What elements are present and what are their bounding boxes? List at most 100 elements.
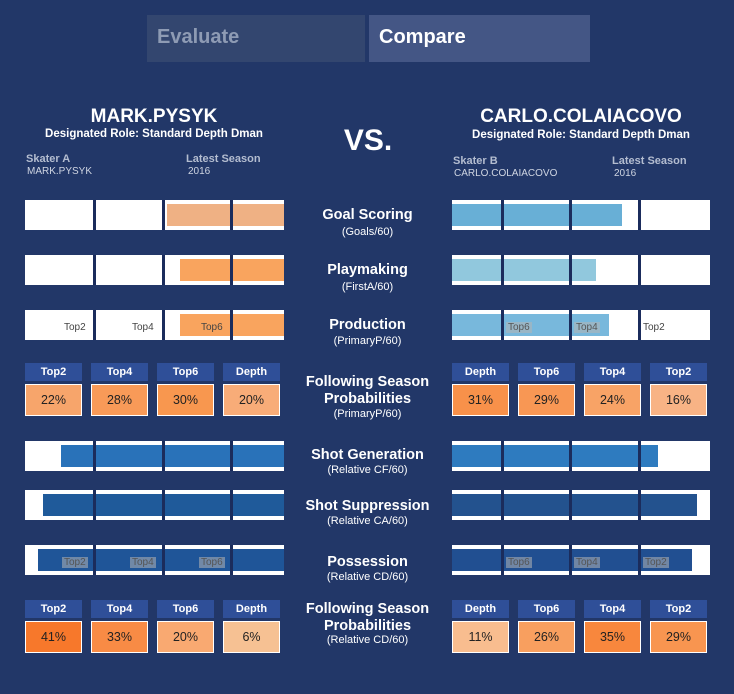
tab-compare[interactable]: Compare	[369, 15, 590, 62]
metric-goal-scoring-sub: (Goals/60)	[341, 226, 394, 238]
tier-divider	[93, 255, 96, 285]
player-a-prob-header: Top4	[91, 600, 148, 618]
season-b-label: Latest Season	[612, 155, 687, 167]
tier-divider	[569, 200, 572, 230]
tier-divider	[162, 200, 165, 230]
player-b-prob-value: 26%	[518, 621, 575, 653]
player-a-prob-value: 41%	[25, 621, 82, 653]
player-a-name: MARK.PYSYK	[90, 106, 218, 127]
player-b-prob-header: Top4	[584, 600, 641, 618]
tier-divider	[162, 310, 165, 340]
player-b-name: CARLO.COLAIACOVO	[480, 106, 682, 127]
metric-shot-generation-sub: (Relative CF/60)	[327, 464, 408, 476]
tier-divider	[230, 441, 233, 471]
skater-b-label: Skater B	[453, 155, 498, 167]
player-a-possession-bar: Top2 Top4 Top6	[25, 545, 284, 575]
player-b-playmaking-bar	[452, 255, 710, 285]
tier-label-top2: Top2	[643, 557, 669, 568]
player-b-prob-header: Top2	[650, 600, 707, 618]
skater-a-label: Skater A	[26, 153, 71, 165]
metric-production-sub: (PrimaryP/60)	[333, 335, 402, 347]
tier-divider	[162, 545, 165, 575]
player-b-prob-value: 24%	[584, 384, 641, 416]
tier-label-top4: Top4	[130, 557, 156, 568]
metric-prob1-title-line1: Following Season	[305, 374, 430, 390]
season-a-value: 2016	[188, 166, 211, 177]
metric-prob2-title-line2: Probabilities	[323, 618, 412, 634]
tier-divider	[638, 200, 641, 230]
tier-divider	[501, 441, 504, 471]
tier-label-top6: Top6	[199, 557, 225, 568]
tier-label-top6: Top6	[201, 322, 223, 333]
tier-divider	[569, 490, 572, 520]
tier-divider	[93, 310, 96, 340]
metric-shot-generation-title: Shot Generation	[311, 447, 424, 463]
tier-label-top2: Top2	[643, 322, 665, 333]
player-b-production-bar: Top6 Top4 Top2	[452, 310, 710, 340]
tier-divider	[230, 545, 233, 575]
metric-prob1-title-line2: Probabilities	[323, 391, 412, 407]
tier-divider	[162, 441, 165, 471]
player-b-prob-header: Top4	[584, 363, 641, 381]
player-a-prob-header: Depth	[223, 363, 280, 381]
tier-divider	[162, 255, 165, 285]
metric-shot-suppression-title: Shot Suppression	[305, 498, 430, 514]
player-a-production-bar: Top2 Top4 Top6	[25, 310, 284, 340]
player-b-shot-generation-bar	[452, 441, 710, 471]
player-a-prob-value: 6%	[223, 621, 280, 653]
tier-divider	[230, 255, 233, 285]
tier-divider	[501, 310, 504, 340]
player-b-prob-header: Top6	[518, 600, 575, 618]
tier-divider	[162, 490, 165, 520]
tier-divider	[638, 490, 641, 520]
season-a-label: Latest Season	[186, 153, 261, 165]
tier-divider	[569, 255, 572, 285]
bar-fill	[61, 445, 284, 467]
player-a-playmaking-bar	[25, 255, 284, 285]
tier-divider	[638, 310, 641, 340]
player-a-prob-header: Top2	[25, 600, 82, 618]
skater-a-value: MARK.PYSYK	[27, 166, 93, 177]
tier-divider	[501, 545, 504, 575]
tier-divider	[501, 490, 504, 520]
tier-label-top6: Top6	[506, 557, 532, 568]
tier-divider	[93, 545, 96, 575]
tier-divider	[93, 441, 96, 471]
player-a-prob-header: Top6	[157, 363, 214, 381]
tab-evaluate[interactable]: Evaluate	[147, 15, 365, 62]
player-a-shot-generation-bar	[25, 441, 284, 471]
player-a-prob-header: Depth	[223, 600, 280, 618]
player-a-prob-value: 20%	[223, 384, 280, 416]
tier-divider	[230, 490, 233, 520]
tier-divider	[638, 545, 641, 575]
metric-shot-suppression-sub: (Relative CA/60)	[327, 515, 408, 527]
tier-divider	[93, 200, 96, 230]
bar-fill	[167, 204, 284, 226]
tier-label-top2: Top2	[62, 557, 88, 568]
tier-label-top4: Top4	[574, 557, 600, 568]
player-a-shot-suppression-bar	[25, 490, 284, 520]
metric-prob2-sub: (Relative CD/60)	[326, 634, 409, 646]
tier-label-top2: Top2	[64, 322, 86, 333]
tier-label-top6: Top6	[506, 322, 532, 333]
player-b-prob-header: Top6	[518, 363, 575, 381]
player-a-prob-header: Top6	[157, 600, 214, 618]
tier-divider	[93, 490, 96, 520]
player-b-prob-value: 31%	[452, 384, 509, 416]
player-a-prob-value: 28%	[91, 384, 148, 416]
player-b-prob-header: Top2	[650, 363, 707, 381]
metric-prob2-title-line1: Following Season	[305, 601, 430, 617]
metric-playmaking-title: Playmaking	[327, 262, 408, 278]
player-b-prob-value: 11%	[452, 621, 509, 653]
player-a-goal-scoring-bar	[25, 200, 284, 230]
tier-divider	[230, 310, 233, 340]
player-a-prob-value: 22%	[25, 384, 82, 416]
player-b-prob-value: 35%	[584, 621, 641, 653]
skater-b-value: CARLO.COLAIACOVO	[454, 168, 558, 179]
player-a-prob-header: Top4	[91, 363, 148, 381]
player-a-role: Designated Role: Standard Depth Dman	[45, 128, 263, 140]
bar-fill	[452, 494, 698, 516]
tier-divider	[501, 255, 504, 285]
tier-divider	[569, 545, 572, 575]
tier-label-top4: Top4	[574, 322, 600, 333]
